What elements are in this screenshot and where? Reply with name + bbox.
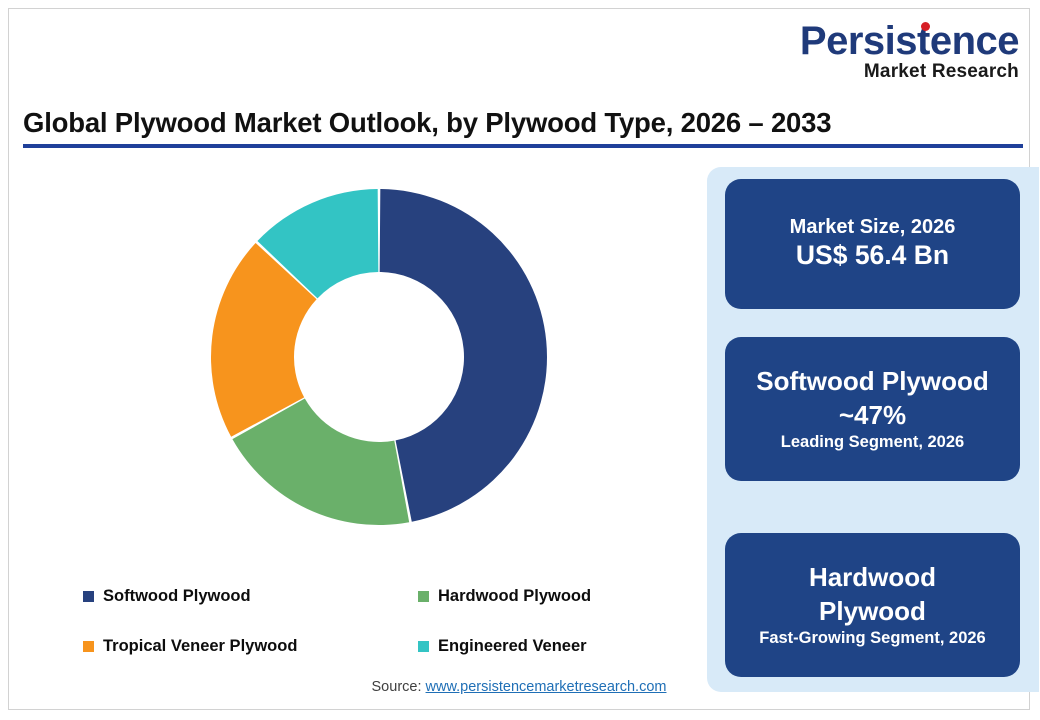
market-size-value: US$ 56.4 Bn xyxy=(795,240,950,271)
donut-slice xyxy=(379,189,548,522)
source-label: Source: xyxy=(371,679,422,695)
leading-segment-card: Softwood Plywood ~47% Leading Segment, 2… xyxy=(725,337,1020,481)
donut-chart xyxy=(199,177,559,537)
logo-brand-text: Persistence xyxy=(799,19,1020,63)
title-underline-rule xyxy=(23,144,1023,148)
logo-brand-label: Persistence xyxy=(799,19,1020,63)
legend-item-tropical-veneer-plywood: Tropical Veneer Plywood xyxy=(83,621,418,671)
legend-swatch-icon xyxy=(83,590,94,602)
legend-item-label: Engineered Veneer xyxy=(438,636,587,655)
source-line: Source: www.persistencemarketresearch.co… xyxy=(9,679,1029,695)
legend-item-label: Tropical Veneer Plywood xyxy=(103,636,298,655)
donut-slice xyxy=(232,398,410,525)
legend-swatch-icon xyxy=(83,640,94,652)
fast-growing-segment-name-line1: Hardwood xyxy=(808,561,937,592)
source-url-link[interactable]: www.persistencemarketresearch.com xyxy=(425,679,667,695)
legend-item-label: Softwood Plywood xyxy=(103,586,251,605)
fast-growing-segment-name-line2: Plywood xyxy=(819,595,926,626)
leading-segment-share: ~47% xyxy=(838,399,907,430)
infographic-frame: Persistence Market Research Global Plywo… xyxy=(8,8,1039,710)
logo-red-dot-icon xyxy=(920,22,930,31)
market-size-label: Market Size, 2026 xyxy=(789,216,956,239)
donut-slice xyxy=(211,242,317,437)
legend-item-softwood-plywood: Softwood Plywood xyxy=(83,571,418,621)
market-size-card: Market Size, 2026 US$ 56.4 Bn xyxy=(725,179,1020,309)
company-logo: Persistence Market Research xyxy=(799,19,1020,82)
leading-segment-caption: Leading Segment, 2026 xyxy=(780,433,965,452)
legend-item-engineered-veneer: Engineered Veneer xyxy=(418,621,683,671)
title-block: Global Plywood Market Outlook, by Plywoo… xyxy=(23,107,1023,148)
logo-tagline: Market Research xyxy=(863,61,1019,82)
chart-legend: Softwood Plywood Hardwood Plywood Tropic… xyxy=(83,571,683,671)
legend-item-hardwood-plywood: Hardwood Plywood xyxy=(418,571,683,621)
donut-slice-group xyxy=(211,189,548,525)
leading-segment-name: Softwood Plywood xyxy=(756,365,989,396)
donut-slice xyxy=(257,189,379,299)
legend-swatch-icon xyxy=(418,640,429,652)
legend-swatch-icon xyxy=(418,590,429,602)
highlights-panel: Market Size, 2026 US$ 56.4 Bn Softwood P… xyxy=(707,167,1039,692)
donut-chart-svg xyxy=(211,189,548,525)
fast-growing-segment-caption: Fast-Growing Segment, 2026 xyxy=(759,629,986,648)
fast-growing-segment-card: Hardwood Plywood Fast-Growing Segment, 2… xyxy=(725,533,1020,677)
page-title: Global Plywood Market Outlook, by Plywoo… xyxy=(23,107,832,138)
legend-item-label: Hardwood Plywood xyxy=(438,586,592,605)
